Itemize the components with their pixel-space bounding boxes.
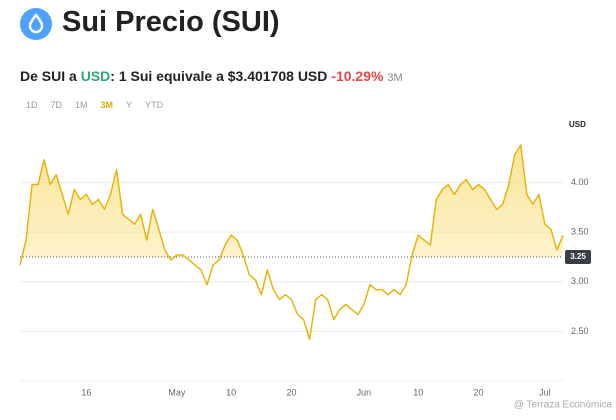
x-tick-label: May — [168, 387, 186, 397]
range-button[interactable]: 3M — [100, 100, 114, 110]
period: 3M — [387, 72, 403, 84]
subtitle-text: De SUI a — [20, 68, 77, 84]
price-line — [19, 144, 564, 341]
x-tick-label: 10 — [413, 387, 423, 397]
currency: USD — [80, 68, 111, 84]
y-tick-label: 3.00 — [571, 276, 589, 286]
y-tick-label: 4.00 — [571, 177, 589, 187]
x-tick-label: 20 — [474, 387, 484, 397]
subtitle: De SUI a USD: 1 Sui equivale a $3.401708… — [20, 68, 403, 84]
area — [20, 144, 563, 257]
range-button[interactable]: Y — [126, 100, 133, 110]
x-tick-label: 20 — [286, 387, 296, 397]
range-button[interactable]: YTD — [145, 100, 164, 110]
range-button[interactable]: 1M — [75, 100, 88, 110]
x-tick-label: 10 — [226, 387, 236, 397]
x-tick-label: Jul — [539, 387, 551, 397]
range-button[interactable]: 1D — [26, 100, 38, 110]
price-badge-label: 3.25 — [570, 252, 586, 261]
title: Sui Precio (SUI) — [62, 6, 280, 38]
x-tick-label: 16 — [81, 387, 91, 397]
range-button[interactable]: 7D — [50, 100, 63, 110]
y-axis-label: USD — [569, 120, 586, 129]
x-tick-label: Jun — [357, 387, 372, 397]
price-badge — [565, 249, 591, 264]
change: -10.29% — [331, 68, 384, 84]
sui-icon — [20, 8, 52, 40]
y-tick-label: 2.50 — [571, 326, 589, 336]
subtitle-text: : 1 Sui equivale a $3.401708 USD — [110, 68, 328, 84]
watermark: @ Terraza Económica — [514, 400, 613, 411]
y-tick-label: 3.50 — [571, 227, 589, 237]
range-selector: 1D 7D 1M 3M Y YTD — [26, 100, 176, 110]
